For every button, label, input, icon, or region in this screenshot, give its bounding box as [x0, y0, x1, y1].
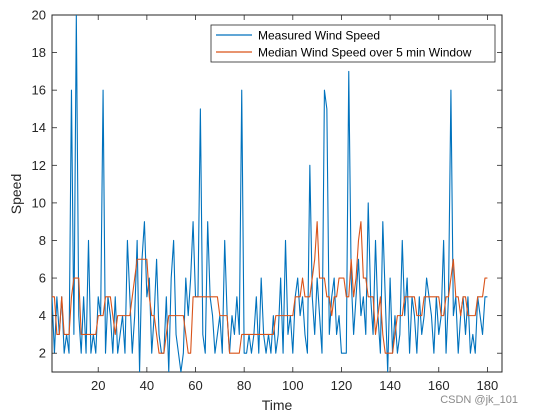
y-tick-label: 18: [32, 45, 46, 60]
y-tick-label: 8: [39, 233, 46, 248]
axes-box: [51, 14, 503, 373]
series-layer: [52, 15, 488, 372]
x-tick-label: 40: [140, 378, 154, 393]
x-tick-label: 80: [237, 378, 251, 393]
legend-box: [210, 24, 496, 63]
y-tick-label: 4: [39, 308, 46, 323]
y-tick-label: 12: [32, 158, 46, 173]
y-tick-label: 20: [32, 8, 46, 23]
x-axis-ticks: 20 40 60 80 100 120 140 160 180: [91, 15, 498, 393]
legend-label-median: Median Wind Speed over 5 min Window: [258, 46, 472, 60]
y-tick-label: 14: [32, 120, 46, 135]
legend: Measured Wind Speed Median Wind Speed ov…: [210, 24, 496, 63]
y-axis-label: Speed: [8, 174, 24, 214]
x-tick-label: 180: [477, 378, 499, 393]
x-tick-label: 120: [331, 378, 353, 393]
legend-label-measured: Measured Wind Speed: [258, 29, 380, 43]
y-tick-label: 16: [32, 83, 46, 98]
x-tick-label: 60: [188, 378, 202, 393]
y-tick-label: 6: [39, 271, 46, 286]
y-axis-ticks: 2 4 6 8 10 12 14 16 18 20: [32, 8, 502, 361]
x-tick-label: 140: [379, 378, 401, 393]
y-tick-label: 2: [39, 346, 46, 361]
x-tick-label: 20: [91, 378, 105, 393]
series-line-measured-wind-speed: [52, 15, 488, 372]
y-tick-label: 10: [32, 195, 46, 210]
watermark-text: CSDN @jk_101: [440, 394, 518, 406]
x-axis-label: Time: [262, 397, 293, 413]
x-tick-label: 100: [282, 378, 304, 393]
x-tick-label: 160: [428, 378, 450, 393]
series-line-median-wind-speed: [52, 221, 488, 354]
